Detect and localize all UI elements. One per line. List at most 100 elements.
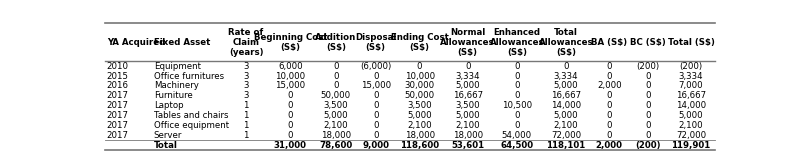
Text: 7,000: 7,000 xyxy=(678,82,703,91)
Text: (200): (200) xyxy=(635,141,661,150)
Text: 2,000: 2,000 xyxy=(597,82,622,91)
Text: 2,100: 2,100 xyxy=(678,121,703,130)
Text: 2,000: 2,000 xyxy=(596,141,622,150)
Text: 54,000: 54,000 xyxy=(502,131,532,140)
Text: 5,000: 5,000 xyxy=(678,111,703,120)
Text: 0: 0 xyxy=(417,62,422,71)
Text: 5,000: 5,000 xyxy=(323,111,348,120)
Text: 0: 0 xyxy=(645,72,650,81)
Text: 0: 0 xyxy=(645,101,650,110)
Text: 64,500: 64,500 xyxy=(500,141,534,150)
Text: Equipment: Equipment xyxy=(154,62,201,71)
Text: 0: 0 xyxy=(514,111,519,120)
Text: 18,000: 18,000 xyxy=(405,131,434,140)
Text: 9,000: 9,000 xyxy=(362,141,389,150)
Text: 1: 1 xyxy=(243,121,249,130)
Text: 0: 0 xyxy=(288,91,293,100)
Text: 0: 0 xyxy=(373,131,378,140)
Text: 5,000: 5,000 xyxy=(455,111,480,120)
Text: 3: 3 xyxy=(243,91,249,100)
Text: 53,601: 53,601 xyxy=(451,141,484,150)
Text: 50,000: 50,000 xyxy=(405,91,434,100)
Text: 2,100: 2,100 xyxy=(407,121,432,130)
Text: 119,901: 119,901 xyxy=(671,141,710,150)
Text: 15,000: 15,000 xyxy=(361,82,390,91)
Text: 0: 0 xyxy=(645,111,650,120)
Text: 0: 0 xyxy=(606,121,612,130)
Text: 5,000: 5,000 xyxy=(407,111,432,120)
Text: 2017: 2017 xyxy=(107,121,129,130)
Text: 2010: 2010 xyxy=(107,62,129,71)
Text: 3: 3 xyxy=(243,82,249,91)
Text: 2017: 2017 xyxy=(107,91,129,100)
Text: 50,000: 50,000 xyxy=(321,91,351,100)
Text: 18,000: 18,000 xyxy=(453,131,482,140)
Text: 5,000: 5,000 xyxy=(554,111,578,120)
Text: Ending Cost
(S$): Ending Cost (S$) xyxy=(390,33,449,52)
Text: Tables and chairs: Tables and chairs xyxy=(154,111,228,120)
Text: 0: 0 xyxy=(645,91,650,100)
Text: 0: 0 xyxy=(373,111,378,120)
Text: 0: 0 xyxy=(645,131,650,140)
Text: Office equipment: Office equipment xyxy=(154,121,229,130)
Text: 0: 0 xyxy=(645,121,650,130)
Text: 10,000: 10,000 xyxy=(275,72,306,81)
Text: Disposal
(S$): Disposal (S$) xyxy=(355,33,396,52)
Text: 0: 0 xyxy=(465,62,470,71)
Text: 0: 0 xyxy=(373,72,378,81)
Text: 31,000: 31,000 xyxy=(274,141,307,150)
Text: 1: 1 xyxy=(243,101,249,110)
Text: 1: 1 xyxy=(243,131,249,140)
Text: BC (S$): BC (S$) xyxy=(630,38,666,47)
Text: Server: Server xyxy=(154,131,182,140)
Text: 78,600: 78,600 xyxy=(319,141,353,150)
Text: Beginning Cost
(S$): Beginning Cost (S$) xyxy=(254,33,327,52)
Text: 0: 0 xyxy=(514,62,519,71)
Text: 0: 0 xyxy=(373,91,378,100)
Text: (200): (200) xyxy=(636,62,659,71)
Text: 6,000: 6,000 xyxy=(278,62,302,71)
Text: 3,500: 3,500 xyxy=(407,101,432,110)
Text: Total
Allowances
(S$): Total Allowances (S$) xyxy=(538,28,594,57)
Text: 118,600: 118,600 xyxy=(400,141,439,150)
Text: 0: 0 xyxy=(606,62,612,71)
Text: 2016: 2016 xyxy=(107,82,129,91)
Text: (6,000): (6,000) xyxy=(360,62,391,71)
Text: 2,100: 2,100 xyxy=(554,121,578,130)
Text: 16,667: 16,667 xyxy=(676,91,706,100)
Text: 0: 0 xyxy=(373,121,378,130)
Text: 2017: 2017 xyxy=(107,131,129,140)
Text: 30,000: 30,000 xyxy=(405,82,434,91)
Text: 5,000: 5,000 xyxy=(455,82,480,91)
Text: Addition
(S$): Addition (S$) xyxy=(315,33,357,52)
Text: 0: 0 xyxy=(606,131,612,140)
Text: Normal
Allowances
(S$): Normal Allowances (S$) xyxy=(441,28,495,57)
Text: 72,000: 72,000 xyxy=(676,131,706,140)
Text: Machinery: Machinery xyxy=(154,82,198,91)
Text: 16,667: 16,667 xyxy=(453,91,482,100)
Text: 3,334: 3,334 xyxy=(455,72,480,81)
Text: 0: 0 xyxy=(514,72,519,81)
Text: 2,100: 2,100 xyxy=(455,121,480,130)
Text: 72,000: 72,000 xyxy=(551,131,581,140)
Text: 2017: 2017 xyxy=(107,111,129,120)
Text: 18,000: 18,000 xyxy=(321,131,351,140)
Text: 10,000: 10,000 xyxy=(405,72,434,81)
Text: 0: 0 xyxy=(288,121,293,130)
Text: 2,100: 2,100 xyxy=(323,121,348,130)
Text: 0: 0 xyxy=(333,62,338,71)
Text: 0: 0 xyxy=(288,131,293,140)
Text: 0: 0 xyxy=(563,62,569,71)
Text: YA Acquired: YA Acquired xyxy=(107,38,165,47)
Text: 0: 0 xyxy=(514,82,519,91)
Text: 0: 0 xyxy=(606,91,612,100)
Text: 0: 0 xyxy=(606,101,612,110)
Text: Fixed Asset: Fixed Asset xyxy=(154,38,210,47)
Text: 0: 0 xyxy=(606,72,612,81)
Text: 3,500: 3,500 xyxy=(455,101,480,110)
Text: 3,334: 3,334 xyxy=(678,72,703,81)
Text: Office furnitures: Office furnitures xyxy=(154,72,224,81)
Text: 3: 3 xyxy=(243,62,249,71)
Text: 3,334: 3,334 xyxy=(554,72,578,81)
Text: 0: 0 xyxy=(514,91,519,100)
